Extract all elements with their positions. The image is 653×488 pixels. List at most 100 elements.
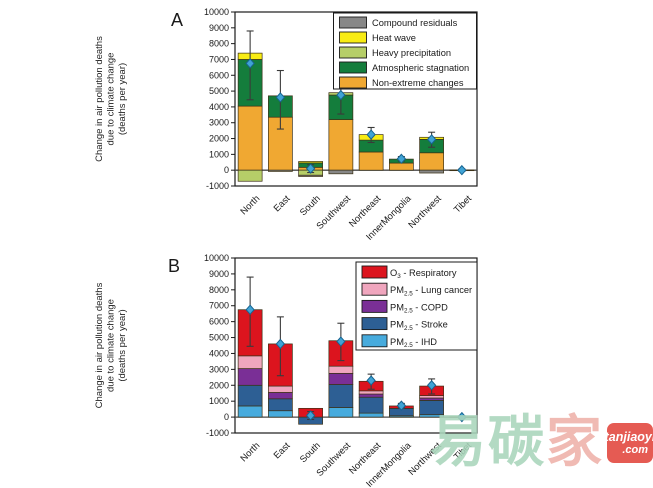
x-category-label: East xyxy=(272,193,293,214)
legend-swatch xyxy=(361,334,388,348)
y-tick-label: 7000 xyxy=(209,301,229,311)
bar-segment xyxy=(268,398,293,412)
net-change-marker xyxy=(396,400,407,411)
y-tick-label: 3000 xyxy=(209,118,229,128)
y-tick-label: 3000 xyxy=(209,364,229,374)
legend-label: PM2.5 - Stroke xyxy=(390,320,448,332)
x-category-label: North xyxy=(238,440,261,463)
bar-segment xyxy=(419,414,444,418)
y-tick-label: 2000 xyxy=(209,380,229,390)
panel-b-label: B xyxy=(168,256,180,276)
x-category-label: South xyxy=(298,193,322,217)
bar-segment xyxy=(237,368,263,386)
net-change-marker xyxy=(336,89,346,101)
legend-swatch xyxy=(361,265,388,279)
y-tick-label: 6000 xyxy=(209,70,229,80)
y-tick-label: 0 xyxy=(224,412,229,422)
net-change-marker xyxy=(336,336,346,347)
y-tick-label: 5000 xyxy=(209,86,229,96)
bar-segment xyxy=(328,365,354,374)
panel-a-label: A xyxy=(171,10,183,30)
legend-label: Non-extreme changes xyxy=(372,78,464,88)
legend-label: Atmospheric stagnation xyxy=(372,63,469,73)
x-category-label: East xyxy=(272,440,293,461)
bar-segment xyxy=(419,400,444,416)
panel-b-chart: B Change in air pollution deaths due to c… xyxy=(94,253,478,488)
bar-segment xyxy=(389,162,414,171)
y-axis-label-line: (deaths per year) xyxy=(117,309,128,381)
x-category-label: Northwest xyxy=(406,193,443,230)
bar-segment xyxy=(268,385,293,393)
net-change-marker xyxy=(245,304,255,315)
y-tick-label: -1000 xyxy=(206,181,229,191)
bar-segment xyxy=(328,119,354,171)
bar-segment xyxy=(358,151,384,171)
legend-label: PM2.5 - Lung cancer xyxy=(390,285,472,297)
x-category-label: Tibet xyxy=(452,193,474,215)
y-tick-label: 5000 xyxy=(209,333,229,343)
y-axis-label-line: due to climate change xyxy=(106,299,117,392)
x-category-label: Northwest xyxy=(406,440,443,477)
y-axis-label-line: (deaths per year) xyxy=(117,63,128,135)
legend-label: PM2.5 - IHD xyxy=(390,337,437,349)
legend-swatch xyxy=(361,282,388,296)
y-tick-label: 9000 xyxy=(209,269,229,279)
y-tick-label: 6000 xyxy=(209,317,229,327)
bar-segment xyxy=(328,372,354,385)
plot-border xyxy=(234,11,478,187)
net-change-marker xyxy=(275,92,286,103)
net-change-marker xyxy=(245,58,255,69)
legend-swatch xyxy=(339,61,367,74)
x-category-label: North xyxy=(238,193,261,216)
bar-segment xyxy=(358,393,384,398)
y-tick-label: 8000 xyxy=(209,39,229,49)
legend-label: PM2.5 - COPD xyxy=(390,302,448,314)
legend-swatch xyxy=(361,299,388,313)
y-tick-label: 1000 xyxy=(209,396,229,406)
net-change-marker xyxy=(426,134,437,145)
bar-segment xyxy=(237,105,263,171)
y-axis-label-line: Change in air pollution deaths xyxy=(94,282,105,408)
bar-segment xyxy=(419,395,444,399)
y-tick-label: 2000 xyxy=(209,134,229,144)
legend-swatch xyxy=(339,46,367,59)
x-category-label: South xyxy=(298,440,322,464)
net-change-marker xyxy=(457,164,467,176)
panel-a-chart: A Change in air pollution deaths due to c… xyxy=(94,7,478,242)
bar-segment xyxy=(298,174,323,177)
bar-segment xyxy=(298,161,323,164)
bar-segment xyxy=(237,405,263,418)
net-change-marker xyxy=(305,410,316,421)
net-change-marker xyxy=(426,380,437,391)
y-axis-label-line: due to climate change xyxy=(106,53,117,146)
y-tick-label: 7000 xyxy=(209,54,229,64)
y-tick-label: 4000 xyxy=(209,102,229,112)
bar-segment xyxy=(268,410,293,418)
bar-segment xyxy=(268,392,293,400)
bar-segment xyxy=(419,397,444,401)
bar-segment xyxy=(237,384,263,407)
net-change-marker xyxy=(366,375,376,386)
legend-label: O3 - Respiratory xyxy=(390,268,457,280)
y-tick-label: 4000 xyxy=(209,348,229,358)
y-tick-label: -1000 xyxy=(206,428,229,438)
legend-swatch xyxy=(339,76,367,89)
net-change-marker xyxy=(457,411,467,423)
bar-segment xyxy=(328,384,354,408)
y-tick-label: 9000 xyxy=(209,23,229,33)
y-tick-label: 8000 xyxy=(209,285,229,295)
legend-label: Heavy precipitation xyxy=(372,48,451,58)
net-change-marker xyxy=(275,338,286,350)
y-tick-label: 10000 xyxy=(204,7,229,17)
y-tick-label: 10000 xyxy=(204,253,229,263)
bar-segment xyxy=(358,396,384,414)
legend-label: Heat wave xyxy=(372,33,416,43)
legend-label: Compound residuals xyxy=(372,18,458,28)
legend-swatch xyxy=(361,317,388,331)
y-tick-label: 1000 xyxy=(209,149,229,159)
legend-swatch xyxy=(339,16,367,29)
bar-segment xyxy=(328,169,354,175)
bar-segment xyxy=(328,407,354,418)
bar-segment xyxy=(358,390,384,395)
